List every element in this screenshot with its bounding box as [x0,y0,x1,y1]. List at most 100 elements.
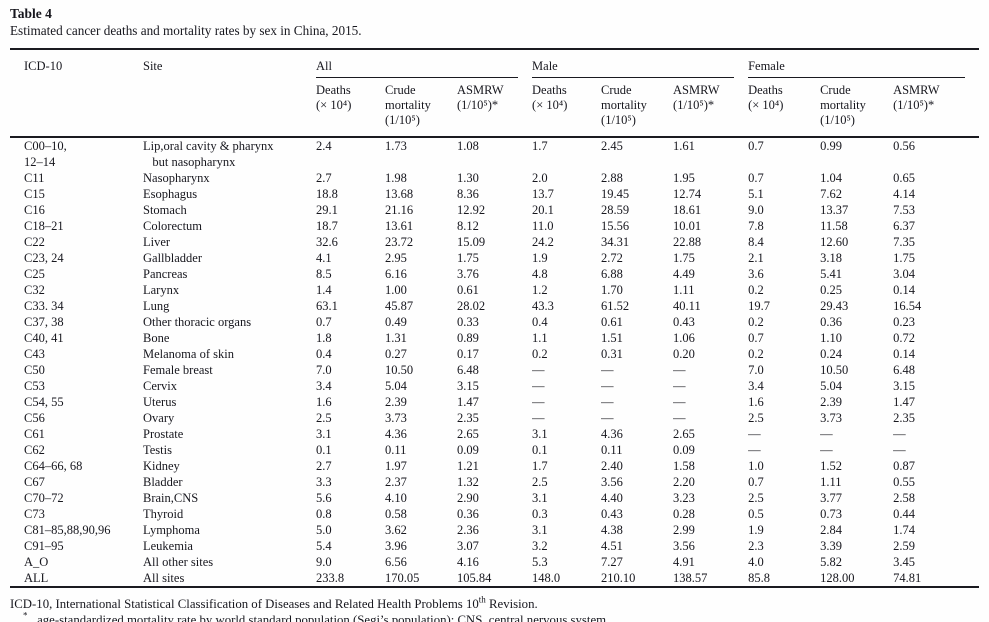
cell-icd-code: C50 [24,363,45,377]
footnote-icd10-tail: Revision. [485,597,538,611]
cell-value: 8.12 [457,219,479,233]
cell-value: 1.9 [748,523,764,537]
cell-value: 2.39 [820,395,842,409]
cell-value: 32.6 [316,235,338,249]
cell-value: 0.28 [673,507,695,521]
cell-value: 0.43 [673,315,695,329]
cell-value: 1.73 [385,139,407,153]
cell-value: 105.84 [457,571,492,585]
cell-value: 0.1 [532,443,548,457]
cell-value: 5.04 [820,379,842,393]
cell-value: 1.0 [748,459,764,473]
table-row: C00–10, 12–14 Lip,oral cavity & pharynx b… [10,137,979,170]
cell-value: 3.2 [532,539,548,553]
cell-value: 4.1 [316,251,332,265]
cell-value: 7.62 [820,187,842,201]
cell-value: 6.16 [385,267,407,281]
cell-value: 34.31 [601,235,630,249]
cell-icd-code: C54, 55 [24,395,64,409]
cell-value: 1.7 [532,459,548,473]
cell-value: 1.21 [457,459,479,473]
footnote-icd10: ICD-10, International Statistical Classi… [10,595,979,612]
column-header-male-crude-mortality: Crude mortality (1/10⁵) [601,83,647,127]
table-caption: Estimated cancer deaths and mortality ra… [10,23,362,38]
cell-value: 0.4 [316,347,332,361]
column-header-site: Site [143,59,163,73]
cell-icd-code: C18–21 [24,219,64,233]
cell-value: 1.11 [673,283,695,297]
cell-icd-code: C62 [24,443,45,457]
cell-icd-code: C15 [24,187,45,201]
cell-site: Nasopharynx [143,171,210,185]
cell-site: Other thoracic organs [143,315,252,329]
cell-value: 2.90 [457,491,479,505]
cell-site: Uterus [143,395,177,409]
cell-value: 1.08 [457,139,479,153]
table-row: C22 Liver 32.6 23.72 15.09 24.2 34.31 22.88 8.4 1… [10,234,979,250]
table-header: ICD-10 Site All Male Female Deaths (× 10… [10,49,980,137]
cell-value: 3.73 [820,411,842,425]
table-row: C61 Prostate 3.1 4.36 2.65 3.1 4.36 2.65 — — — [10,426,979,442]
cell-value: 0.33 [457,315,479,329]
cell-value: 1.6 [748,395,764,409]
subheader-row: Deaths (× 10⁴) Crude mortality (1/10⁵) ASM… [10,78,979,137]
cell-value: 3.23 [673,491,695,505]
cell-icd-code: C37, 38 [24,315,64,329]
cell-value: 13.37 [820,203,849,217]
cell-value: 74.81 [893,571,922,585]
group-header-male-label: Male [532,58,735,78]
cell-icd-code: C11 [24,171,45,185]
cell-value: 4.49 [673,267,695,281]
cell-icd-code: C43 [24,347,45,361]
cell-value: 2.95 [385,251,407,265]
cancer-mortality-table: ICD-10 Site All Male Female Deaths (× 10… [10,48,980,588]
cell-value: 4.16 [457,555,479,569]
cell-value: 2.1 [748,251,764,265]
cell-value: 1.58 [673,459,695,473]
column-header-male-asmrw: ASMRW (1/10⁵)* [673,83,720,112]
cell-value: 0.1 [316,443,332,457]
cell-value: 0.31 [601,347,623,361]
footnote-asterisk-symbol: * [23,610,28,621]
cell-value: 128.00 [820,571,855,585]
table-row: C70–72 Brain,CNS 5.6 4.10 2.90 3.1 4.40 3.23 2.5… [10,490,979,506]
cell-site: Ovary [143,411,175,425]
cell-icd-code: C16 [24,203,45,217]
cell-site: Esophagus [143,187,198,201]
column-header-all-crude-mortality: Crude mortality (1/10⁵) [385,83,431,127]
cell-icd-code: C70–72 [24,491,64,505]
cell-value: 12.74 [673,187,702,201]
cell-value: 4.8 [532,267,548,281]
cell-value: 22.88 [673,235,702,249]
cell-value: 15.09 [457,235,486,249]
cell-value: — [673,363,686,377]
cell-value: 0.7 [748,139,764,153]
cell-value: 2.5 [532,475,548,489]
cell-value: 3.76 [457,267,479,281]
cell-site: Testis [143,443,172,457]
cell-value: 18.7 [316,219,338,233]
cell-value: 0.24 [820,347,842,361]
cell-value: 1.7 [532,139,548,153]
cell-icd-code: C32 [24,283,45,297]
cell-value: 4.51 [601,539,623,553]
cell-value: 0.55 [893,475,915,489]
cell-value: 29.1 [316,203,338,217]
cell-value: 2.7 [316,171,332,185]
cell-value: 0.36 [820,315,842,329]
cell-value: 7.0 [748,363,764,377]
cell-value: 2.84 [820,523,842,537]
cell-value: 6.48 [893,363,915,377]
table-row: C16 Stomach 29.1 21.16 12.92 20.1 28.59 18.61 9.… [10,202,979,218]
cell-icd-code: C22 [24,235,45,249]
cell-icd-code: C25 [24,267,45,281]
table-row: ALL All sites 233.8 170.05 105.84 148.0 210.10… [10,570,979,587]
cell-value: 3.6 [748,267,764,281]
cell-value: — [532,395,545,409]
cell-value: 3.1 [316,427,332,441]
cell-value: 0.89 [457,331,479,345]
cell-value: 0.23 [893,315,915,329]
cell-value: 3.45 [893,555,915,569]
cell-value: 7.35 [893,235,915,249]
cell-value: 0.49 [385,315,407,329]
